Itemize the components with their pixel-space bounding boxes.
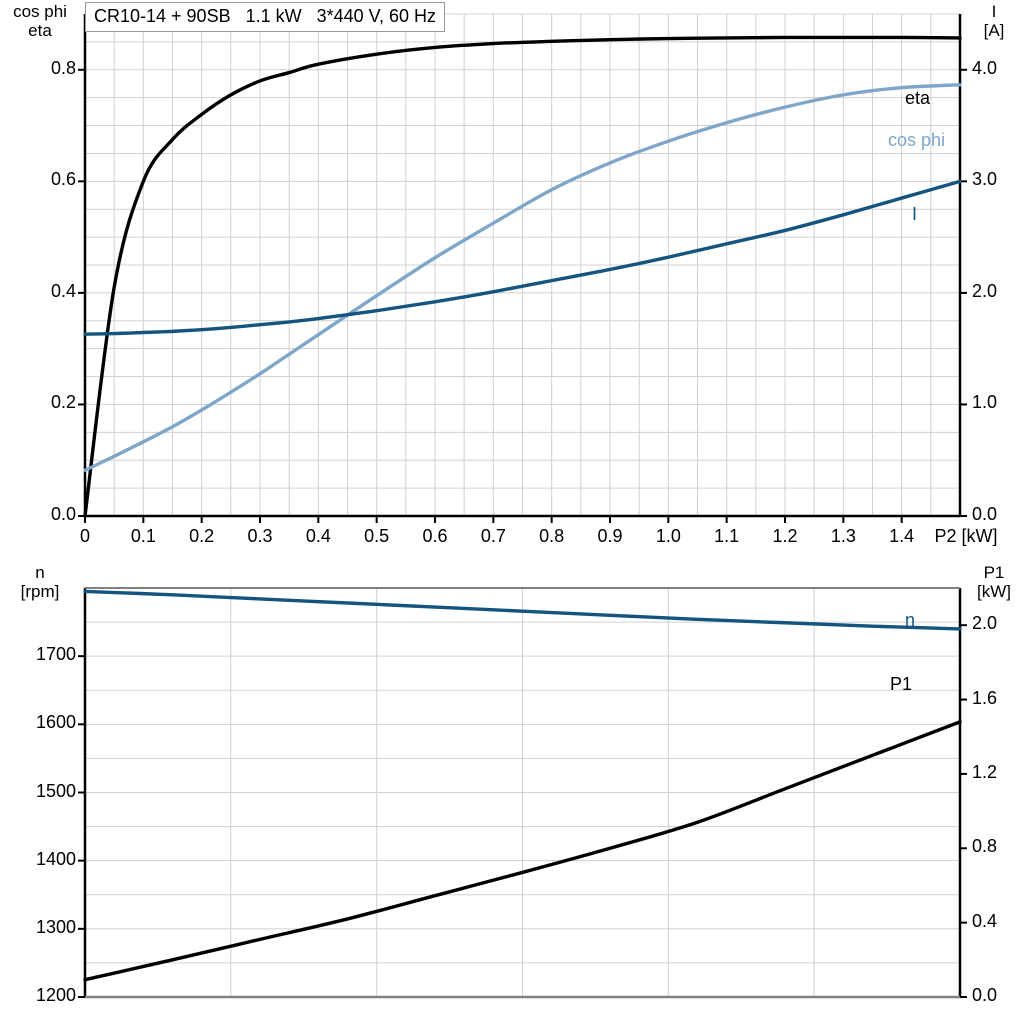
top-x-tick-0: 0 xyxy=(79,526,90,546)
top-x-tick-0_3: 0.3 xyxy=(247,526,273,546)
bottom-chart-panel: n [rpm] P1 [kW] 1200 1300 1400 1500 1600 1700… xyxy=(0,551,1024,1024)
bottom-right-tick-1_6: 1.6 xyxy=(972,687,998,708)
top-x-tick-1_0: 1.0 xyxy=(655,526,681,546)
bottom-right-tick-0_8: 0.8 xyxy=(972,836,998,857)
top-x-tick-1_2: 1.2 xyxy=(772,526,798,546)
top-left-tick-0.0: 0.0 xyxy=(50,504,76,524)
bottom-left-tick-1300: 1300 xyxy=(35,916,76,937)
bottom-right-tick-2_0: 2.0 xyxy=(972,613,998,634)
top-chart-panel: CR10-14 + 90SB 1.1 kW 3*440 V, 60 Hz cos… xyxy=(13,2,1005,546)
top-chart-plot xyxy=(78,13,967,523)
top-x-tick-1_4: 1.4 xyxy=(889,526,915,546)
bottom-left-axis-title: n [rpm] xyxy=(20,563,60,601)
top-left-tick-0.6: 0.6 xyxy=(50,169,76,190)
curve-label-speed: n xyxy=(905,610,916,630)
bottom-left-tick-1500: 1500 xyxy=(35,780,76,801)
curve-label-cos-phi: cos phi xyxy=(888,130,946,150)
bottom-right-tick-0_0: 0.0 xyxy=(972,985,998,1005)
top-x-tick-0_6: 0.6 xyxy=(422,526,448,546)
bottom-chart-plot xyxy=(78,587,967,999)
bottom-left-tick-1600: 1600 xyxy=(35,712,76,733)
curve-label-eta: eta xyxy=(905,88,931,108)
top-x-tick-0_7: 0.7 xyxy=(480,526,506,546)
top-right-tick-1.0: 1.0 xyxy=(972,392,998,413)
bottom-right-axis-title: P1 [kW] xyxy=(977,563,1011,601)
top-x-tick-0_1: 0.1 xyxy=(130,526,156,546)
top-right-tick-3.0: 3.0 xyxy=(972,169,998,190)
top-x-tick-0_8: 0.8 xyxy=(539,526,565,546)
top-left-tick-0.2: 0.2 xyxy=(50,392,76,413)
top-left-axis-title: cos phi eta xyxy=(13,2,67,40)
curve-label-current: I xyxy=(912,204,918,224)
bottom-right-tick-0_4: 0.4 xyxy=(972,910,998,931)
top-left-tick-0.4: 0.4 xyxy=(50,280,76,301)
bottom-left-tick-1200: 1200 xyxy=(35,985,76,1005)
top-x-tick-0_9: 0.9 xyxy=(597,526,623,546)
top-right-tick-4.0: 4.0 xyxy=(972,57,998,78)
top-x-tick-1_3: 1.3 xyxy=(830,526,856,546)
top-left-tick-0.8: 0.8 xyxy=(50,57,76,78)
top-x-tick-1_1: 1.1 xyxy=(714,526,740,546)
bottom-right-tick-1_2: 1.2 xyxy=(972,761,998,782)
top-right-axis-title: I [A] xyxy=(983,2,1005,40)
chart-title-box: CR10-14 + 90SB 1.1 kW 3*440 V, 60 Hz xyxy=(85,2,446,32)
bottom-left-tick-1400: 1400 xyxy=(35,848,76,869)
bottom-left-tick-1700: 1700 xyxy=(35,644,76,665)
top-right-tick-2.0: 2.0 xyxy=(972,280,998,301)
curve-label-p1: P1 xyxy=(890,674,913,694)
top-x-tick-0_4: 0.4 xyxy=(305,526,331,546)
top-right-tick-0.0: 0.0 xyxy=(972,504,998,524)
top-x-axis-title: P2 [kW] xyxy=(934,526,998,546)
top-x-tick-0_5: 0.5 xyxy=(364,526,390,546)
top-x-tick-0_2: 0.2 xyxy=(189,526,215,546)
